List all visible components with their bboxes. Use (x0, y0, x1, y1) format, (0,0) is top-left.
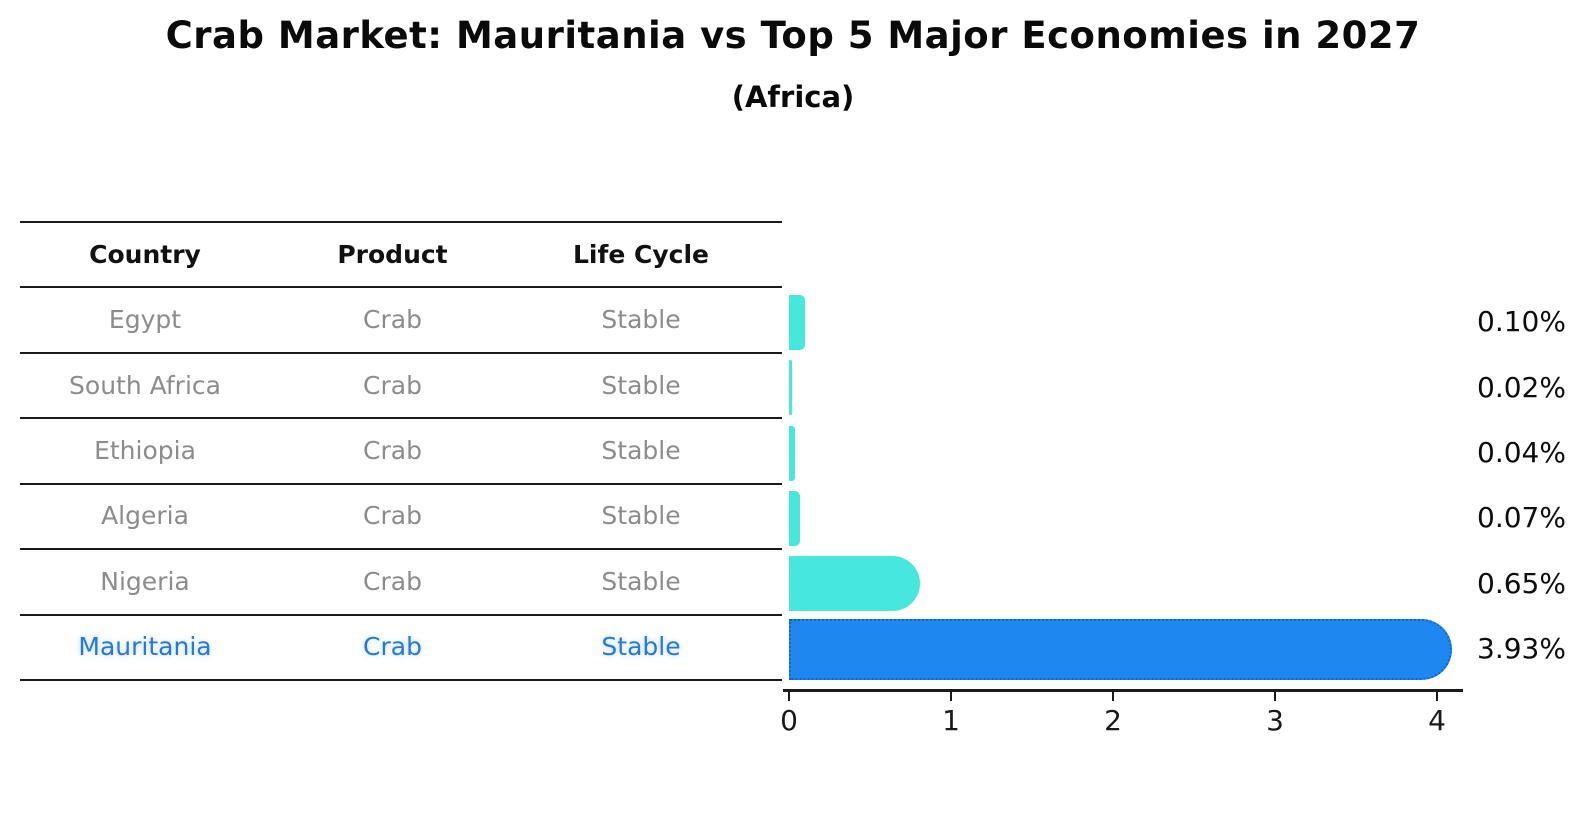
bar-ethiopia (789, 425, 796, 481)
x-axis-tick-label: 2 (1104, 704, 1122, 737)
bar-algeria (789, 490, 801, 546)
table-row-divider (20, 417, 782, 420)
x-axis-tick (1435, 691, 1439, 701)
x-axis-tick (1111, 691, 1115, 701)
table-header-country: Country (89, 239, 201, 269)
x-axis-tick-label: 0 (780, 704, 798, 737)
cell-product-algeria: Crab (363, 501, 422, 531)
bar-nigeria (789, 556, 921, 612)
value-label-ethiopia: 0.04% (1477, 436, 1566, 469)
table-row-divider (20, 613, 782, 616)
cell-life-cycle-nigeria: Stable (601, 566, 681, 596)
value-label-south-africa: 0.02% (1477, 370, 1566, 404)
x-axis-tick (949, 691, 953, 701)
chart-title: Crab Market: Mauritania vs Top 5 Major E… (165, 14, 1421, 57)
table-row-divider (20, 351, 782, 354)
table-row-divider (20, 286, 782, 289)
cell-life-cycle-egypt: Stable (601, 305, 681, 335)
x-axis-line (783, 689, 1463, 692)
value-label-mauritania: 3.93% (1477, 632, 1566, 666)
cell-life-cycle-ethiopia: Stable (601, 436, 681, 465)
x-axis-tick-label: 3 (1266, 704, 1284, 737)
cell-product-south-africa: Crab (363, 370, 422, 400)
cell-life-cycle-algeria: Stable (601, 501, 681, 531)
table-row-divider (20, 482, 782, 485)
cell-life-cycle-south-africa: Stable (601, 370, 681, 400)
table-row-divider (20, 221, 782, 223)
cell-country-algeria: Algeria (101, 501, 189, 531)
table-row-divider (20, 679, 782, 681)
cell-product-nigeria: Crab (363, 566, 422, 596)
cell-product-ethiopia: Crab (363, 436, 422, 465)
cell-life-cycle-mauritania: Stable (601, 632, 681, 662)
cell-country-egypt: Egypt (108, 305, 182, 335)
bar-egypt (789, 294, 806, 350)
cell-country-nigeria: Nigeria (100, 566, 190, 596)
cell-country-south-africa: South Africa (69, 370, 221, 400)
bar-south-africa (789, 360, 793, 416)
value-label-nigeria: 0.65% (1477, 566, 1566, 600)
cell-country-mauritania: Mauritania (78, 632, 212, 662)
x-axis-tick (1273, 691, 1277, 701)
table-header-life-cycle: Life Cycle (572, 239, 710, 269)
chart-subtitle: (Africa) (731, 80, 855, 114)
x-axis-tick-label: 1 (942, 704, 960, 737)
cell-country-ethiopia: Ethiopia (94, 436, 196, 465)
table-row-divider (20, 548, 782, 551)
x-axis-tick (787, 691, 791, 701)
value-label-egypt: 0.10% (1477, 305, 1566, 339)
x-axis-tick-label: 4 (1428, 704, 1446, 737)
value-label-algeria: 0.07% (1477, 501, 1566, 535)
table-header-product: Product (337, 239, 448, 269)
cell-product-mauritania: Crab (363, 632, 422, 662)
bar-mauritania (789, 618, 1452, 680)
cell-product-egypt: Crab (363, 305, 422, 335)
